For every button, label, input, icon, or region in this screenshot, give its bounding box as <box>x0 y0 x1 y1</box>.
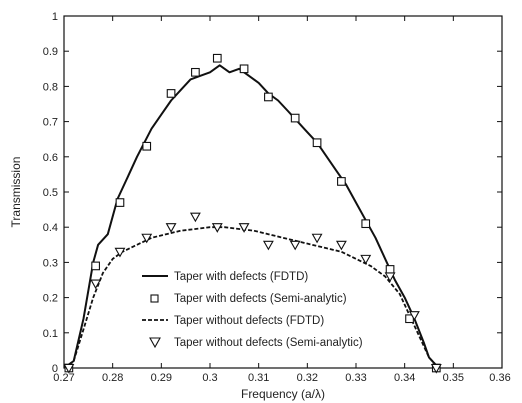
y-axis-label: Transmission <box>9 157 23 228</box>
y-tick-label: 0.9 <box>43 46 58 58</box>
y-tick-label: 0.5 <box>43 187 58 199</box>
series-3-point <box>238 223 250 233</box>
series-3-point <box>430 363 442 374</box>
y-tick-label: 0.1 <box>43 328 58 340</box>
series-lines <box>63 64 440 369</box>
axis-ticks: 0.27 0.28 0.29 0.3 0.31 0.32 0.33 0.34 0.35 0.360… <box>43 11 511 384</box>
series-3-point <box>262 240 274 251</box>
series-1-point <box>91 261 100 271</box>
series-3-point <box>408 311 420 321</box>
x-tick-label: 0.36 <box>489 372 510 384</box>
series-1-point <box>166 89 176 98</box>
series-3-point <box>335 240 347 251</box>
series-1-point <box>290 113 300 123</box>
x-tick-label: 0.29 <box>151 372 172 384</box>
x-tick-label: 0.28 <box>102 372 123 384</box>
x-tick-label: 0.32 <box>297 372 318 384</box>
series-1-point <box>337 177 346 186</box>
legend-label-without-defects-fdtd: Taper without defects (FDTD) <box>174 315 324 327</box>
x-tick-label: 0.35 <box>443 372 464 384</box>
x-tick-label: 0.27 <box>53 372 74 384</box>
x-tick-label: 0.3 <box>202 372 217 384</box>
x-tick-label: 0.33 <box>345 372 366 384</box>
legend: Taper with defects (FDTD) Taper with def… <box>142 271 363 349</box>
y-tick-label: 0.4 <box>43 222 58 234</box>
series-1-point <box>361 219 371 229</box>
series-3-point <box>289 240 301 251</box>
series-3-point <box>90 279 102 290</box>
series-3-point <box>311 233 323 244</box>
series-3-point <box>141 233 153 244</box>
series-3-point <box>189 212 201 223</box>
series-1-point <box>385 265 395 274</box>
series-line-0 <box>63 64 440 369</box>
series-3-point <box>63 363 75 374</box>
legend-marker-without-defects-semi-analytic <box>149 337 161 349</box>
series-1-point <box>115 198 125 207</box>
legend-label-with-defects-semi-analytic: Taper with defects (Semi-analytic) <box>174 293 347 305</box>
series-1-point <box>312 138 322 148</box>
y-tick-label: 0 <box>52 363 58 375</box>
series-3-point <box>114 247 126 258</box>
series-3-point <box>211 223 223 233</box>
y-tick-label: 0.2 <box>43 293 58 305</box>
legend-label-with-defects-fdtd: Taper with defects (FDTD) <box>174 271 308 283</box>
legend-label-without-defects-semi-analytic: Taper without defects (Semi-analytic) <box>174 337 363 349</box>
y-tick-label: 0.8 <box>43 81 58 93</box>
x-axis-label: Frequency (a/λ) <box>241 387 325 401</box>
plot-frame <box>63 15 503 369</box>
series-1-point <box>142 141 152 151</box>
series-markers <box>63 53 442 374</box>
x-tick-label: 0.31 <box>248 372 269 384</box>
series-1-point <box>239 64 249 74</box>
series-1-point <box>191 67 200 77</box>
y-tick-label: 1 <box>52 11 58 23</box>
series-3-point <box>384 272 396 283</box>
legend-marker-with-defects-semi-analytic <box>150 294 159 303</box>
series-3-point <box>360 254 372 265</box>
y-tick-label: 0.6 <box>43 152 58 164</box>
series-3-point <box>165 223 177 233</box>
series-1-point <box>212 53 222 63</box>
series-1-point <box>264 92 273 102</box>
y-tick-label: 0.3 <box>43 257 58 269</box>
y-tick-label: 0.7 <box>43 117 58 129</box>
x-tick-label: 0.34 <box>394 372 415 384</box>
series-line-2 <box>63 226 440 369</box>
